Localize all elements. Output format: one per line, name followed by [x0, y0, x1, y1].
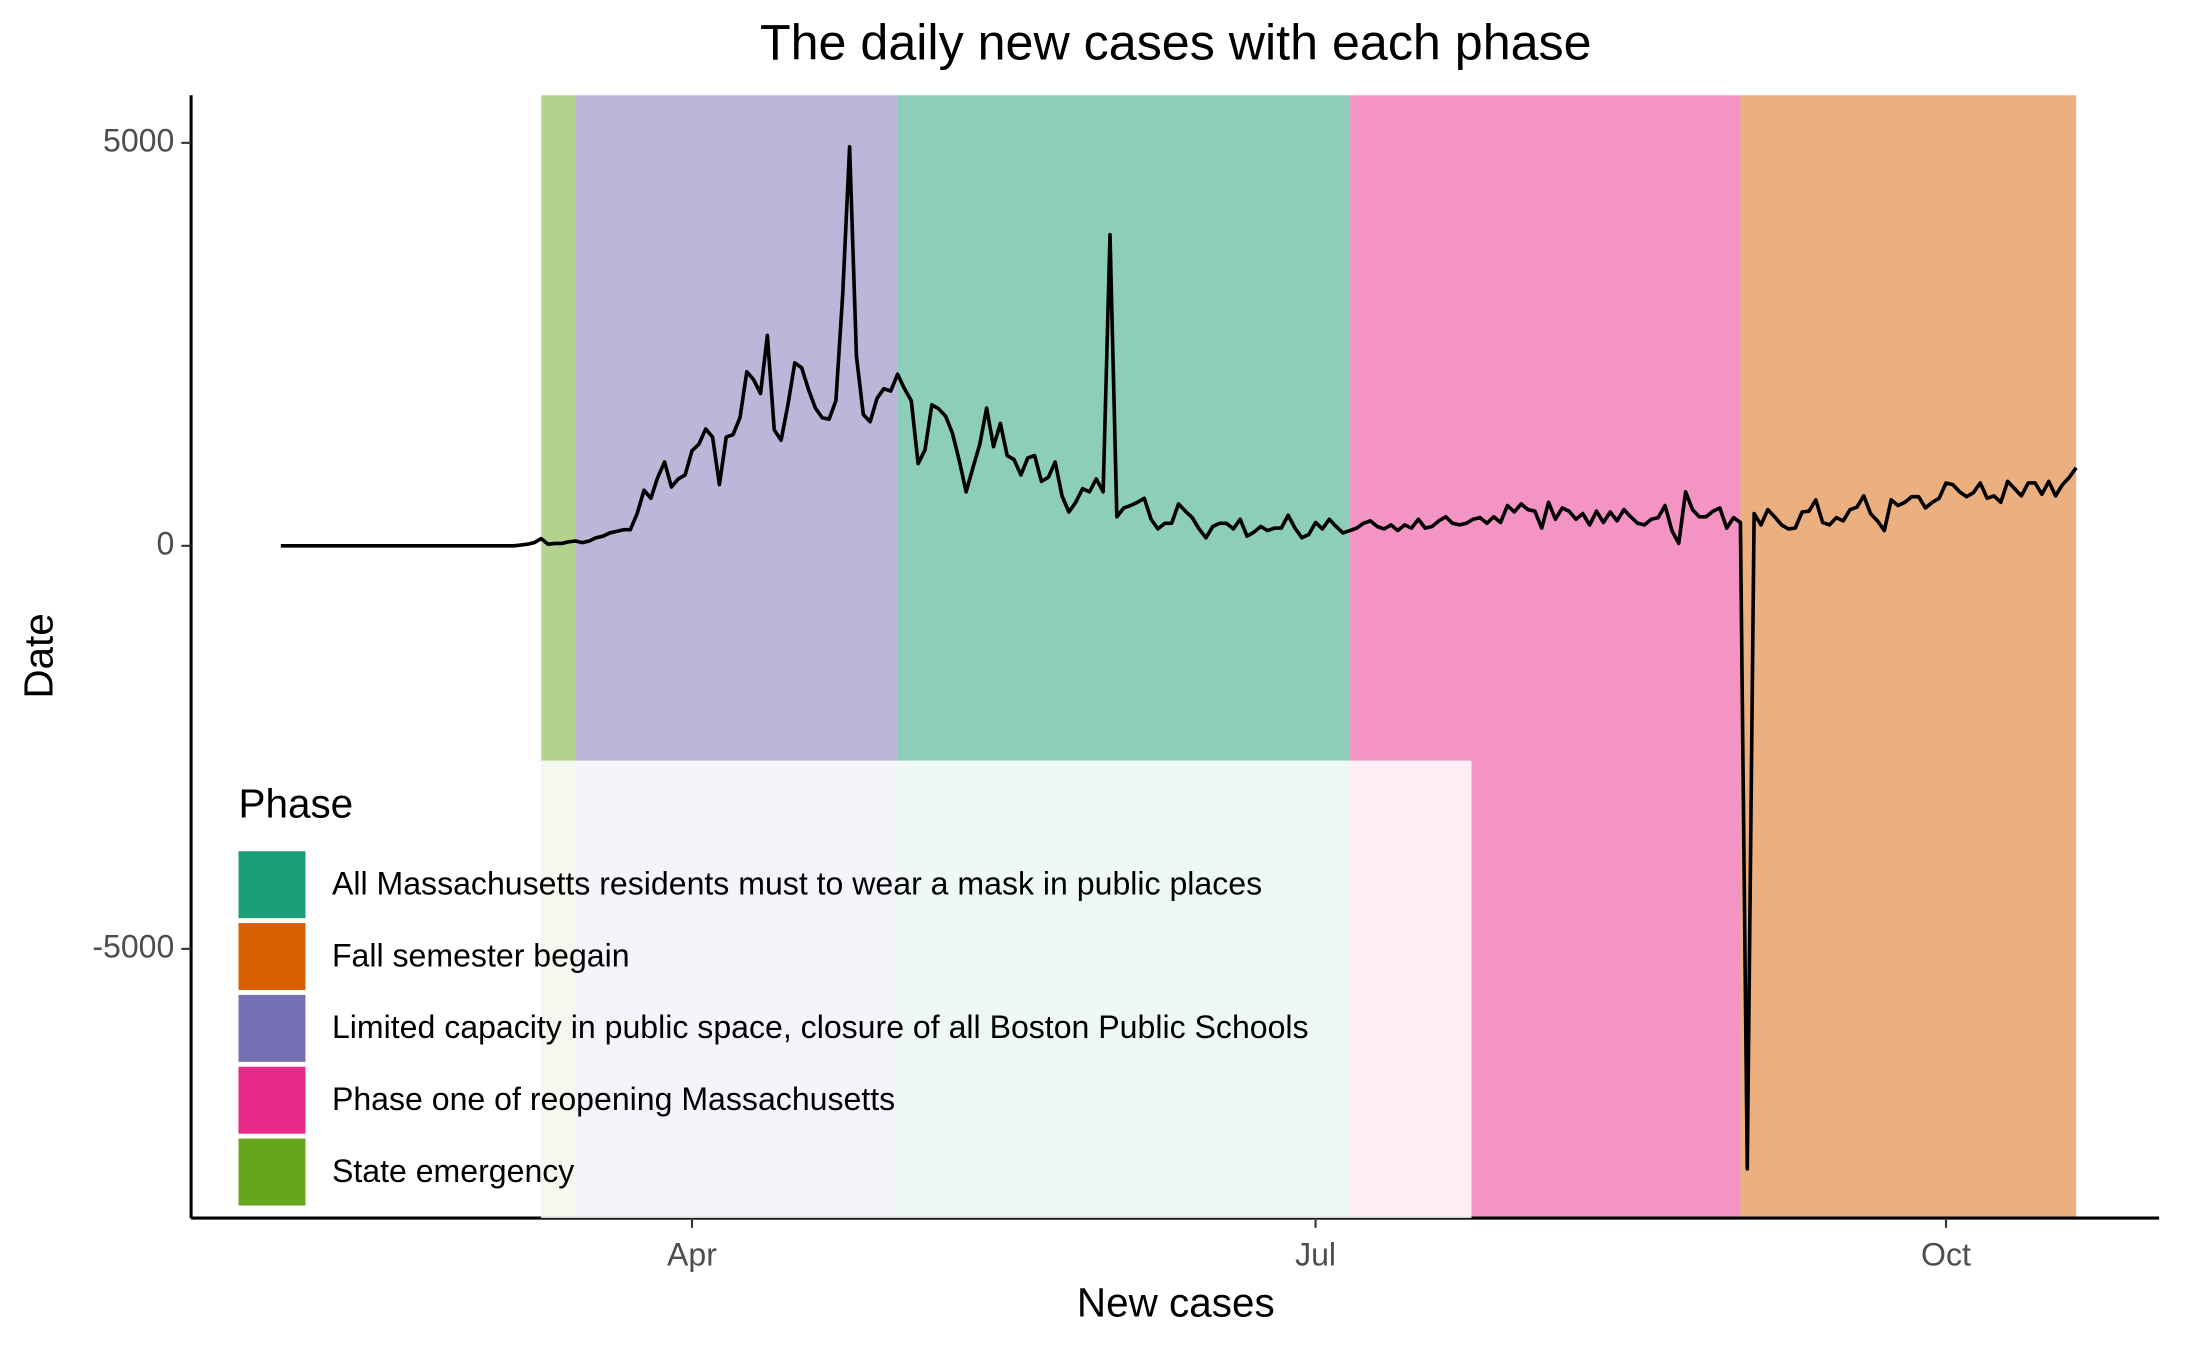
legend: Phase All Massachusetts residents must to…	[238, 760, 1472, 1219]
legend-label: Limited capacity in public space, closur…	[332, 1009, 1309, 1045]
x-tick-label: Apr	[667, 1237, 717, 1273]
data-line	[280, 145, 2078, 1171]
legend-key	[238, 1066, 306, 1134]
y-axis-title: Date	[16, 613, 62, 698]
legend-key	[238, 923, 306, 991]
legend-label: All Massachusetts residents must to wear…	[332, 866, 1262, 902]
line-layer	[280, 145, 2078, 1171]
x-tick-label: Jul	[1295, 1237, 1336, 1273]
legend-title: Phase	[239, 780, 354, 826]
y-tick-label: 0	[157, 525, 175, 561]
legend-key	[238, 851, 306, 919]
legend-key	[238, 994, 306, 1062]
chart-title: The daily new cases with each phase	[760, 15, 1592, 71]
legend-label: Phase one of reopening Massachusetts	[332, 1081, 895, 1117]
y-tick-label: 5000	[103, 122, 174, 158]
legend-key	[238, 1138, 306, 1206]
legend-label: Fall semester begain	[332, 937, 630, 973]
legend-background	[541, 760, 1472, 1219]
x-tick-label: Oct	[1921, 1237, 1971, 1273]
phase-band	[1740, 95, 2077, 1219]
y-tick-label: -5000	[92, 928, 174, 964]
legend-label: State emergency	[332, 1153, 574, 1189]
x-axis-title: New cases	[1077, 1280, 1275, 1326]
